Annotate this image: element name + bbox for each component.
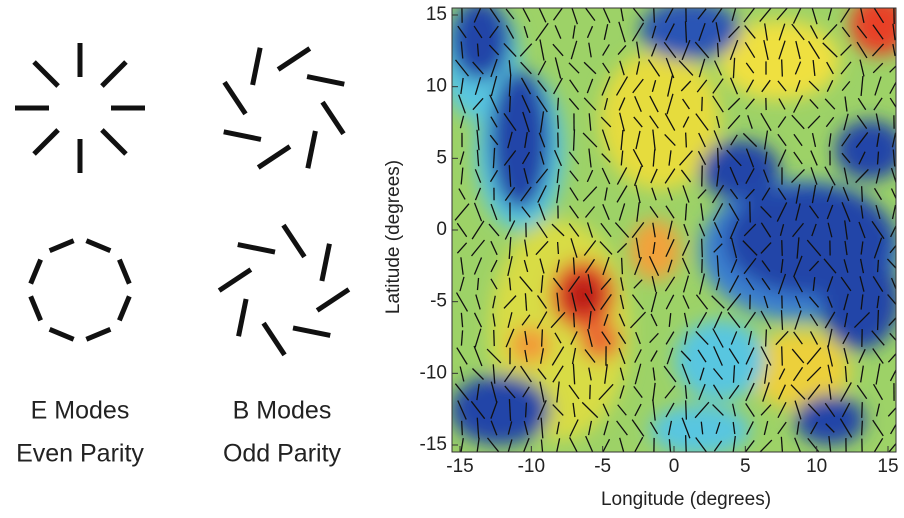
polarization-stick bbox=[264, 323, 285, 355]
polarization-stick bbox=[86, 329, 110, 339]
mode-diagrams bbox=[15, 43, 349, 355]
polarization-dash bbox=[686, 133, 687, 148]
polarization-dash bbox=[542, 329, 543, 346]
polarization-dash bbox=[718, 148, 719, 168]
polarization-dash bbox=[462, 421, 463, 435]
polarization-stick bbox=[239, 299, 247, 336]
polarization-dash bbox=[526, 403, 527, 418]
polarization-stick bbox=[238, 245, 275, 253]
polarization-stick bbox=[323, 102, 344, 134]
polarization-dash bbox=[862, 402, 863, 418]
y-tick-label: 0 bbox=[436, 219, 447, 240]
polarization-stick bbox=[102, 62, 126, 86]
caption: B Modes bbox=[233, 397, 332, 425]
polarization-stick bbox=[119, 296, 129, 320]
polarization-stick bbox=[308, 131, 316, 168]
polarization-stick bbox=[224, 132, 261, 140]
polarization-dash bbox=[494, 330, 495, 346]
caption: Odd Parity bbox=[223, 440, 342, 468]
polarization-dash bbox=[558, 98, 559, 110]
y-tick-label: 5 bbox=[436, 147, 447, 168]
polarization-dash bbox=[782, 59, 783, 76]
polarization-dash bbox=[878, 260, 879, 272]
polarization-stick bbox=[50, 329, 74, 339]
x-tick-label: 15 bbox=[877, 456, 898, 477]
polarization-dash bbox=[862, 421, 863, 436]
y-tick-label: -15 bbox=[420, 434, 447, 455]
polarization-dash bbox=[574, 313, 575, 327]
caption: E Modes bbox=[31, 397, 130, 425]
polarization-dash bbox=[558, 115, 559, 129]
polarization-dash bbox=[782, 240, 783, 256]
heatmap bbox=[440, 0, 904, 457]
y-axis-label: Latitude (degrees) bbox=[383, 160, 404, 314]
figure: E Modes Even Parity B Modes Odd Parity bbox=[0, 0, 904, 518]
polarization-dash bbox=[782, 346, 783, 365]
polarization-stick bbox=[283, 225, 304, 257]
y-tick-label: -10 bbox=[420, 362, 447, 383]
polarization-stick bbox=[219, 270, 251, 291]
x-tick-label: 5 bbox=[740, 456, 751, 477]
polarization-dash bbox=[862, 186, 863, 202]
polarization-stick bbox=[293, 328, 330, 336]
y-tick-label: 15 bbox=[426, 4, 447, 25]
x-tick-label: 10 bbox=[806, 456, 827, 477]
x-tick-label: -15 bbox=[446, 456, 473, 477]
polarization-stick bbox=[31, 296, 41, 320]
polarization-stick bbox=[224, 82, 245, 114]
polarization-stick bbox=[102, 130, 126, 154]
polarization-stick bbox=[50, 241, 74, 251]
y-tick-label: 10 bbox=[426, 76, 447, 97]
polarization-stick bbox=[278, 48, 310, 69]
x-tick-label: -5 bbox=[594, 456, 611, 477]
polarization-stick bbox=[31, 260, 41, 284]
polarization-stick bbox=[258, 147, 290, 168]
polarization-stick bbox=[86, 241, 110, 251]
y-tick-label: -5 bbox=[430, 291, 447, 312]
polarization-stick bbox=[317, 289, 349, 310]
polarization-dash bbox=[686, 435, 687, 457]
polarization-dash bbox=[750, 202, 751, 223]
x-tick-label: 0 bbox=[669, 456, 680, 477]
polarization-stick bbox=[322, 244, 330, 281]
polarization-dash bbox=[878, 310, 879, 330]
polarization-dash bbox=[686, 400, 687, 419]
polarization-dash bbox=[558, 242, 559, 254]
caption: Even Parity bbox=[16, 440, 144, 468]
x-tick-label: -10 bbox=[518, 456, 545, 477]
polarization-stick bbox=[119, 260, 129, 284]
polarization-stick bbox=[307, 77, 344, 85]
x-axis-label: Longitude (degrees) bbox=[601, 489, 771, 510]
polarization-stick bbox=[253, 48, 261, 85]
polarization-dash bbox=[766, 329, 767, 346]
polarization-dash bbox=[702, 239, 703, 258]
polarization-stick bbox=[34, 62, 58, 86]
polarization-dash bbox=[510, 96, 511, 112]
polarization-dash bbox=[622, 258, 623, 274]
polarization-stick bbox=[34, 130, 58, 154]
